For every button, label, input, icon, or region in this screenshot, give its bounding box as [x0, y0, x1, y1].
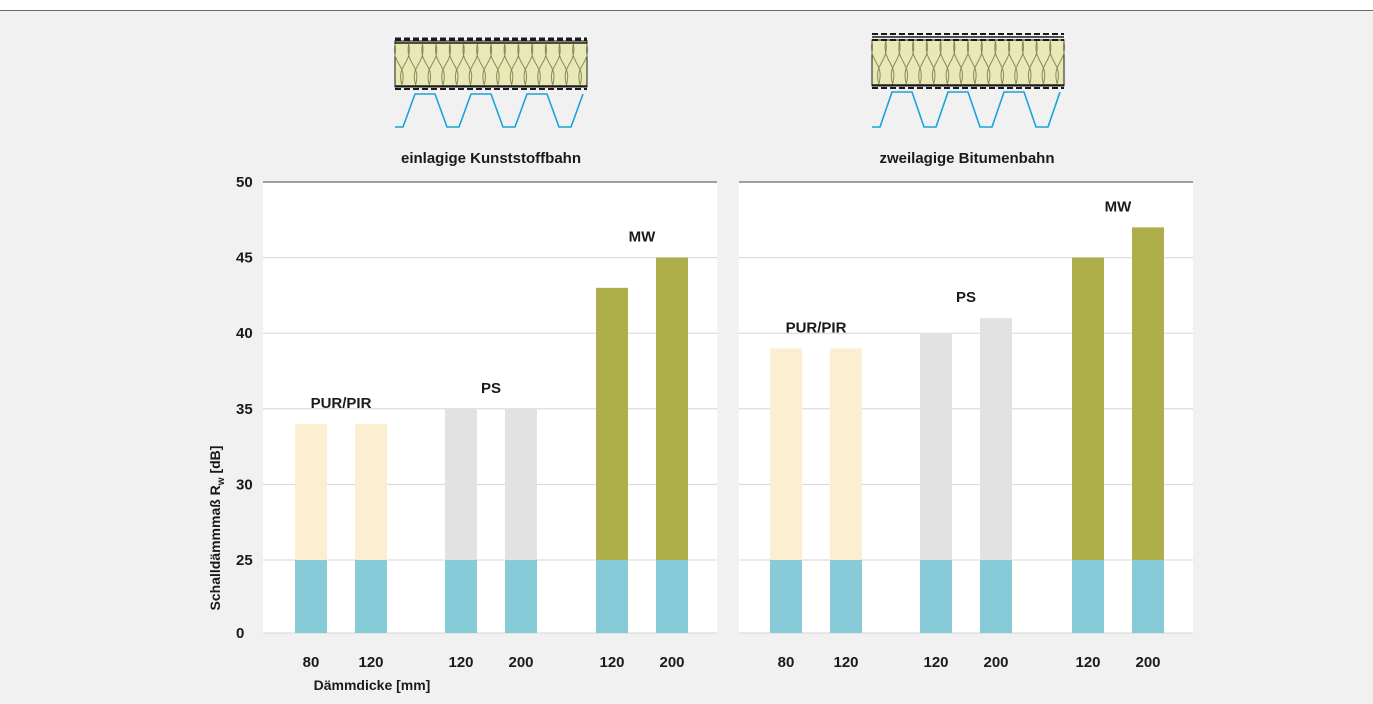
bar-upper	[295, 423, 327, 560]
x-tick-label: 120	[1075, 654, 1100, 671]
x-tick-label: 120	[923, 654, 948, 671]
bar-base	[445, 560, 477, 633]
bar-upper	[1132, 227, 1164, 561]
chart-panel-left: 80 120 PUR/PIR 120 200 PS 120 200 MW	[263, 181, 717, 671]
x-tick-label: 200	[659, 654, 684, 671]
group-label: PUR/PIR	[786, 319, 847, 336]
bar-upper	[1072, 257, 1104, 560]
bar-base	[355, 560, 387, 633]
y-tick-label: 25	[236, 552, 253, 569]
y-axis-label: Schalldämmmaß Rw [dB]	[207, 446, 227, 611]
chart-panel-right: 80 120 PUR/PIR 120 200 PS 120 200 MW	[739, 181, 1193, 671]
bar-base	[1132, 560, 1164, 633]
group-label: PS	[956, 289, 976, 306]
roof-section-double-layer-icon	[870, 33, 1066, 128]
y-tick-label: 45	[236, 250, 253, 267]
y-tick-label: 35	[236, 401, 253, 418]
bar-base	[596, 560, 628, 633]
group-label: MW	[629, 229, 656, 246]
bar-upper	[505, 408, 537, 560]
x-tick-label: 120	[358, 654, 383, 671]
bar-base	[920, 560, 952, 633]
y-tick-label: 50	[236, 174, 253, 191]
x-tick-label: 200	[983, 654, 1008, 671]
x-axis-label: Dämmdicke [mm]	[314, 677, 431, 693]
bar-base	[1072, 560, 1104, 633]
top-rule	[0, 10, 1373, 11]
roof-section-single-layer-icon	[393, 37, 589, 128]
x-tick-label: 120	[448, 654, 473, 671]
bar-base	[980, 560, 1012, 633]
plot-area	[739, 182, 1193, 633]
bar-base	[505, 560, 537, 633]
bar-base	[656, 560, 688, 633]
bar-upper	[980, 318, 1012, 560]
x-tick-label: 80	[303, 654, 320, 671]
bar-upper	[596, 287, 628, 560]
x-tick-label: 200	[508, 654, 533, 671]
bar-base	[830, 560, 862, 633]
x-tick-label: 80	[778, 654, 795, 671]
bar-base	[770, 560, 802, 633]
chart-title-right: zweilagige Bitumenbahn	[879, 150, 1054, 167]
x-tick-label: 120	[833, 654, 858, 671]
y-tick-label: 30	[236, 476, 253, 493]
group-label: PUR/PIR	[311, 395, 372, 412]
bar-upper	[830, 348, 862, 560]
x-tick-label: 120	[599, 654, 624, 671]
bar-base	[295, 560, 327, 633]
y-tick-label: 40	[236, 325, 253, 342]
x-tick-label: 200	[1135, 654, 1160, 671]
group-label: PS	[481, 380, 501, 397]
group-label: MW	[1105, 198, 1132, 215]
bar-upper	[355, 423, 387, 560]
bar-upper	[445, 408, 477, 560]
y-tick-label: 0	[236, 625, 244, 642]
bar-upper	[656, 257, 688, 560]
chart-title-left: einlagige Kunststoffbahn	[401, 150, 581, 167]
bar-upper	[920, 333, 952, 560]
bar-upper	[770, 348, 802, 560]
